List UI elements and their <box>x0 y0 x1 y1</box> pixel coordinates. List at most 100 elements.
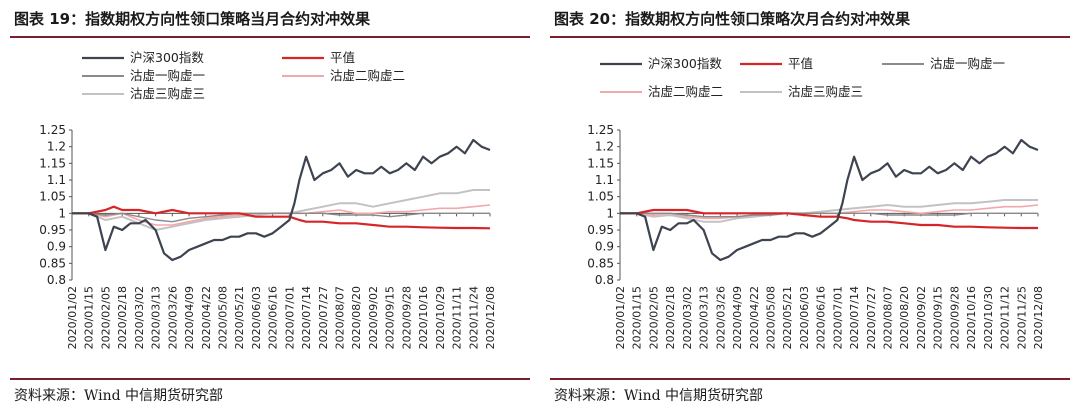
x-tick-label: 2020/09/28 <box>400 286 413 349</box>
x-tick-label: 2020/08/07 <box>334 286 347 349</box>
legend-label: 沽虚二购虚二 <box>330 68 405 83</box>
x-tick-label: 2020/07/14 <box>848 286 861 349</box>
legend-label: 沽虚三购虚三 <box>788 84 863 99</box>
figure-panel-20: 图表 20：指数期权方向性领口策略次月合约对冲效果 1.25 1.2 1.15 1.1… <box>540 0 1080 416</box>
legend-label: 平值 <box>788 56 813 71</box>
x-tick-label: 2020/09/15 <box>384 286 397 349</box>
x-tick-label: 2020/06/16 <box>267 286 280 349</box>
x-tick-label: 2020/02/18 <box>664 286 677 349</box>
x-tick-label: 2020/07/27 <box>317 286 330 349</box>
figure-panel-19: 图表 19：指数期权方向性领口策略当月合约对冲效果 1.25 1.2 1.15 1.1… <box>10 10 530 404</box>
series-line <box>620 138 1039 262</box>
x-tick-label: 2020/06/16 <box>815 286 828 349</box>
y-tick-label: 1.05 <box>39 190 66 204</box>
y-tick-label: 0.8 <box>595 273 614 287</box>
legend-label: 沽虚一购虚一 <box>130 68 205 83</box>
x-tick-label: 2020/03/26 <box>166 286 179 349</box>
series-line <box>72 205 491 230</box>
y-tick-label: 0.95 <box>587 223 614 237</box>
x-tick-label: 2020/05/21 <box>233 286 246 349</box>
legend-label: 平值 <box>330 50 355 65</box>
figure-source: 资料来源：Wind 中信期货研究部 <box>554 388 764 404</box>
figure-title: 图表 19：指数期权方向性领口策略当月合约对冲效果 <box>14 10 371 28</box>
x-tick-label: 2020/02/05 <box>99 286 112 349</box>
x-tick-label: 2020/07/01 <box>831 286 844 349</box>
x-tick-label: 2020/04/22 <box>200 286 213 349</box>
x-tick-label: 2020/03/02 <box>681 286 694 349</box>
y-tick-label: 0.85 <box>39 256 66 270</box>
y-tick-label: 1.2 <box>595 140 614 154</box>
legend-item: 沪深300指数 <box>600 56 722 71</box>
x-tick-label: 2020/04/09 <box>731 286 744 349</box>
x-tick-label: 2020/07/27 <box>865 286 878 349</box>
x-tick-label: 2020/04/22 <box>748 286 761 349</box>
x-tick-label: 2020/11/11 <box>451 286 464 349</box>
source-rule <box>10 378 530 380</box>
legend-label: 沪深300指数 <box>130 50 204 65</box>
y-tick-label: 0.9 <box>47 240 66 254</box>
y-tick-label: 1 <box>58 206 66 220</box>
legend-item: 沽虚三购虚三 <box>82 86 205 101</box>
x-tick-label: 2020/12/08 <box>1032 286 1045 349</box>
legend-label: 沽虚三购虚三 <box>130 86 205 101</box>
y-tick-label: 1.05 <box>587 190 614 204</box>
x-tick-label: 2020/08/20 <box>350 286 363 349</box>
y-tick-label: 1.15 <box>39 156 66 170</box>
x-tick-label: 2020/09/28 <box>948 286 961 349</box>
x-tick-label: 2020/04/09 <box>183 286 196 349</box>
x-tick-label: 2020/03/26 <box>714 286 727 349</box>
title-rule <box>10 36 530 38</box>
legend-item: 沽虚一购虚一 <box>882 56 1005 71</box>
x-tick-label: 2020/05/08 <box>764 286 777 349</box>
legend-item: 沽虚二购虚二 <box>600 84 723 99</box>
x-tick-label: 2020/01/15 <box>631 286 644 349</box>
x-tick-label: 2020/02/18 <box>116 286 129 349</box>
y-tick-label: 0.95 <box>39 223 66 237</box>
legend-label: 沪深300指数 <box>648 56 722 71</box>
x-tick-label: 2020/10/16 <box>965 286 978 349</box>
x-tick-label: 2020/07/14 <box>300 286 313 349</box>
title-rule <box>550 36 1070 38</box>
x-tick-label: 2020/06/03 <box>798 286 811 349</box>
y-tick-label: 1.15 <box>587 156 614 170</box>
hedge-chart-next-month: 1.251.21.151.11.0510.950.90.850.82020/01… <box>587 56 1045 349</box>
x-tick-label: 2020/08/07 <box>882 286 895 349</box>
y-tick-label: 0.8 <box>47 273 66 287</box>
legend-item: 平值 <box>282 50 355 65</box>
x-tick-label: 2020/08/20 <box>898 286 911 349</box>
y-tick-label: 0.9 <box>595 240 614 254</box>
y-tick-label: 1 <box>606 206 614 220</box>
x-tick-label: 2020/10/29 <box>434 286 447 349</box>
legend-item: 沽虚三购虚三 <box>740 84 863 99</box>
legend-label: 沽虚一购虚一 <box>930 56 1005 71</box>
y-tick-label: 1.2 <box>47 140 66 154</box>
x-tick-label: 2020/07/01 <box>283 286 296 349</box>
legend-item: 沽虚一购虚一 <box>82 68 205 83</box>
x-tick-label: 2020/11/24 <box>467 286 480 349</box>
x-tick-label: 2020/12/08 <box>484 286 497 349</box>
x-tick-label: 2020/11/12 <box>999 286 1012 349</box>
x-tick-label: 2020/05/08 <box>216 286 229 349</box>
legend-label: 沽虚二购虚二 <box>648 84 723 99</box>
legend-item: 沽虚二购虚二 <box>282 68 405 83</box>
x-tick-label: 2020/11/25 <box>1015 286 1028 349</box>
x-tick-label: 2020/10/16 <box>417 286 430 349</box>
x-tick-label: 2020/05/21 <box>781 286 794 349</box>
x-tick-label: 2020/03/13 <box>698 286 711 349</box>
x-tick-label: 2020/09/15 <box>932 286 945 349</box>
x-tick-label: 2020/06/03 <box>250 286 263 349</box>
series-line <box>72 138 491 262</box>
x-tick-label: 2020/09/02 <box>367 286 380 349</box>
x-tick-label: 2020/01/15 <box>83 286 96 349</box>
x-tick-label: 2020/02/05 <box>647 286 660 349</box>
series-line <box>620 199 1038 223</box>
x-tick-label: 2020/01/02 <box>66 286 79 349</box>
source-rule <box>550 378 1070 380</box>
hedge-chart-front-month: 1.251.21.151.11.0510.950.90.850.82020/01… <box>39 50 497 349</box>
legend-item: 沪深300指数 <box>82 50 204 65</box>
series-line <box>72 212 490 223</box>
legend-item: 平值 <box>740 56 813 71</box>
figure-source: 资料来源：Wind 中信期货研究部 <box>14 388 224 404</box>
x-tick-label: 2020/03/02 <box>133 286 146 349</box>
x-tick-label: 2020/10/30 <box>982 286 995 349</box>
